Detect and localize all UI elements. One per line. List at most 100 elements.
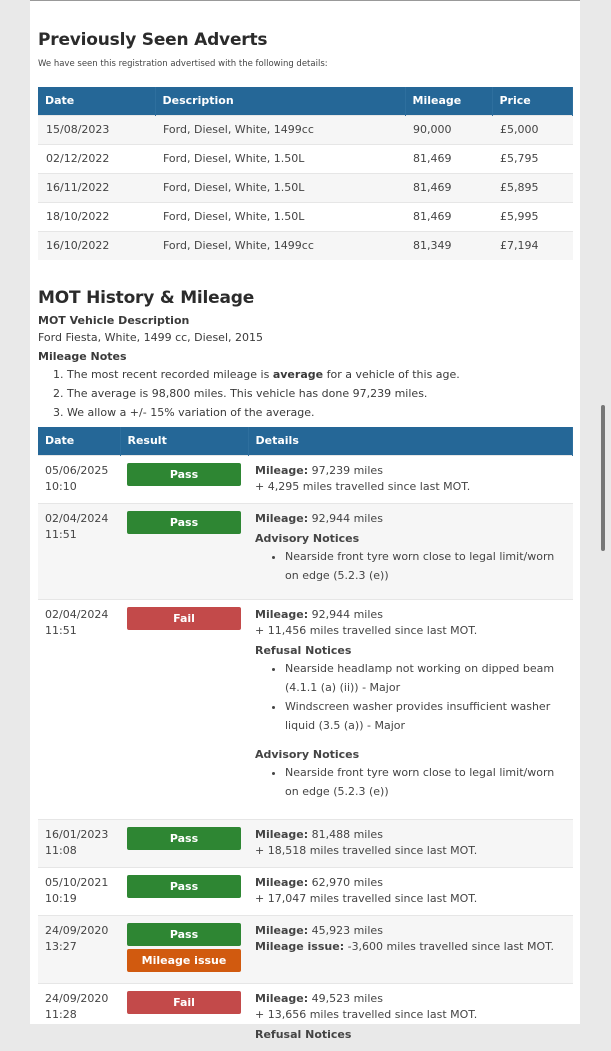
advert-cell: 16/10/2022: [38, 230, 155, 260]
mileage-note: The average is 98,800 miles. This vehicl…: [67, 384, 572, 403]
mileage: Mileage: 45,923 miles: [255, 923, 383, 937]
result-badge-fail: Fail: [127, 990, 241, 1014]
miles-since-last: + 4,295 miles travelled since last MOT.: [255, 479, 471, 493]
mot-date: 02/04/2024 11:51: [38, 502, 120, 599]
notice-item: Nearside front tyre worn close to legal …: [285, 547, 566, 585]
mileage: Mileage: 81,488 miles: [255, 827, 383, 841]
advert-cell: Ford, Diesel, White, 1499cc: [155, 114, 405, 144]
mot-title: MOT History & Mileage: [38, 288, 255, 308]
advert-cell: 81,469: [405, 172, 492, 202]
notice-item: Nearside headlamp not working on dipped …: [285, 659, 566, 697]
mot-result: Pass: [120, 866, 248, 915]
mot-result: Pass Mileage issue: [120, 914, 248, 983]
mot-details: Mileage: 49,523 miles + 13,656 miles trav…: [248, 982, 573, 1051]
vehicle-description-label: MOT Vehicle Description: [38, 314, 190, 327]
advert-cell: 18/10/2022: [38, 201, 155, 231]
mileage-notes-label: Mileage Notes: [38, 350, 127, 363]
mot-result: Fail: [120, 982, 248, 1051]
mot-date: 05/06/2025 10:10: [38, 454, 120, 503]
mot-details: Mileage: 92,944 miles Advisory Notices Nea…: [248, 502, 573, 599]
mot-result: Fail: [120, 598, 248, 819]
advert-cell: Ford, Diesel, White, 1499cc: [155, 230, 405, 260]
notice-list: Nearside headlamp not working on dipped …: [285, 659, 566, 735]
col-details: Details: [248, 427, 573, 455]
advert-row: 18/10/2022 Ford, Diesel, White, 1.50L 81,4…: [38, 201, 573, 231]
col-date: Date: [38, 427, 121, 455]
adverts-subtitle: We have seen this registration advertise…: [38, 59, 328, 69]
col-result: Result: [120, 427, 249, 455]
advert-cell: £5,895: [492, 172, 573, 202]
refusal-notices-label: Refusal Notices: [255, 1027, 352, 1041]
mot-date: 16/01/2023 11:08: [38, 818, 120, 867]
mot-result: Pass: [120, 502, 248, 599]
mileage-notes: The most recent recorded mileage is aver…: [67, 365, 572, 422]
mot-row: 16/01/2023 11:08 Pass Mileage: 81,488 miles…: [38, 818, 573, 867]
mot-row: 24/09/2020 11:28 Fail Mileage: 49,523 miles…: [38, 982, 573, 1051]
result-badge-pass: Pass: [127, 826, 241, 850]
mot-date: 24/09/2020 13:27: [38, 914, 120, 983]
advert-cell: Ford, Diesel, White, 1.50L: [155, 172, 405, 202]
mot-result: Pass: [120, 454, 248, 503]
notice-item: Nearside front tyre worn close to legal …: [285, 763, 566, 801]
mot-row: 02/04/2024 11:51 Pass Mileage: 92,944 miles…: [38, 502, 573, 599]
refusal-notices-label: Refusal Notices: [255, 643, 352, 657]
page-content: Previously Seen Adverts We have seen thi…: [30, 0, 580, 1051]
advert-cell: Ford, Diesel, White, 1.50L: [155, 201, 405, 231]
scrollbar[interactable]: [601, 405, 605, 551]
advert-row: 16/10/2022 Ford, Diesel, White, 1499cc 81,…: [38, 230, 573, 260]
mot-row: 02/04/2024 11:51 Fail Mileage: 92,944 miles…: [38, 598, 573, 819]
mot-result: Pass: [120, 818, 248, 867]
advisory-notices-label: Advisory Notices: [255, 531, 360, 545]
mot-details: Mileage: 62,970 miles + 17,047 miles trav…: [248, 866, 573, 915]
mot-details: Mileage: 81,488 miles + 18,518 miles trav…: [248, 818, 573, 867]
advert-cell: £7,194: [492, 230, 573, 260]
result-badge-pass: Pass: [127, 874, 241, 898]
advert-cell: £5,795: [492, 143, 573, 173]
advert-row: 16/11/2022 Ford, Diesel, White, 1.50L 81,4…: [38, 172, 573, 202]
mileage-note: We allow a +/- 15% variation of the aver…: [67, 403, 572, 422]
mileage: Mileage: 62,970 miles: [255, 875, 383, 889]
miles-since-last: + 18,518 miles travelled since last MOT.: [255, 843, 478, 857]
mot-date: 24/09/2020 11:28: [38, 982, 120, 1051]
miles-since-last: + 13,656 miles travelled since last MOT.: [255, 1007, 478, 1021]
result-badge-pass: Pass: [127, 922, 241, 946]
notice-item: Windscreen washer provides insufficient …: [285, 697, 566, 735]
notice-list: Nearside front tyre worn close to legal …: [285, 547, 566, 585]
advert-cell: £5,000: [492, 114, 573, 144]
advert-cell: 81,349: [405, 230, 492, 260]
mileage: Mileage: 92,944 miles: [255, 511, 383, 525]
vehicle-description: Ford Fiesta, White, 1499 cc, Diesel, 201…: [38, 331, 263, 344]
notice-list: Nearside front tyre worn close to legal …: [285, 763, 566, 801]
mot-date: 02/04/2024 11:51: [38, 598, 120, 819]
adverts-title: Previously Seen Adverts: [38, 30, 268, 50]
advert-row: 02/12/2022 Ford, Diesel, White, 1.50L 81,4…: [38, 143, 573, 173]
mot-details: Mileage: 92,944 miles + 11,456 miles trav…: [248, 598, 573, 819]
mot-row: 05/06/2025 10:10 Pass Mileage: 97,239 miles…: [38, 454, 573, 503]
mot-row: 24/09/2020 13:27 Pass Mileage issue Mileage:…: [38, 914, 573, 983]
col-description: Description: [155, 87, 406, 115]
mileage: Mileage: 97,239 miles: [255, 463, 383, 477]
advisory-notices-label: Advisory Notices: [255, 747, 360, 761]
result-badge-pass: Pass: [127, 510, 241, 534]
advert-row: 15/08/2023 Ford, Diesel, White, 1499cc 90,…: [38, 114, 573, 144]
advert-cell: Ford, Diesel, White, 1.50L: [155, 143, 405, 173]
advert-cell: 16/11/2022: [38, 172, 155, 202]
mot-date: 05/10/2021 10:19: [38, 866, 120, 915]
advert-cell: 81,469: [405, 201, 492, 231]
mileage: Mileage: 92,944 miles: [255, 607, 383, 621]
miles-since-last: + 11,456 miles travelled since last MOT.: [255, 623, 478, 637]
col-date: Date: [38, 87, 156, 115]
advert-cell: 90,000: [405, 114, 492, 144]
advert-cell: £5,995: [492, 201, 573, 231]
adverts-table: Date Description Mileage Price 15/08/202…: [38, 87, 573, 260]
mot-details: Mileage: 97,239 miles + 4,295 miles trave…: [248, 454, 573, 503]
miles-since-last: + 17,047 miles travelled since last MOT.: [255, 891, 478, 905]
mot-row: 05/10/2021 10:19 Pass Mileage: 62,970 miles…: [38, 866, 573, 915]
mot-table: Date Result Details 05/06/2025 10:10 Pass M…: [38, 427, 573, 1051]
mileage: Mileage: 49,523 miles: [255, 991, 383, 1005]
advert-cell: 02/12/2022: [38, 143, 155, 173]
col-price: Price: [492, 87, 573, 115]
advert-cell: 81,469: [405, 143, 492, 173]
mot-details: Mileage: 45,923 miles Mileage issue: -3,6…: [248, 914, 573, 983]
col-mileage: Mileage: [405, 87, 493, 115]
